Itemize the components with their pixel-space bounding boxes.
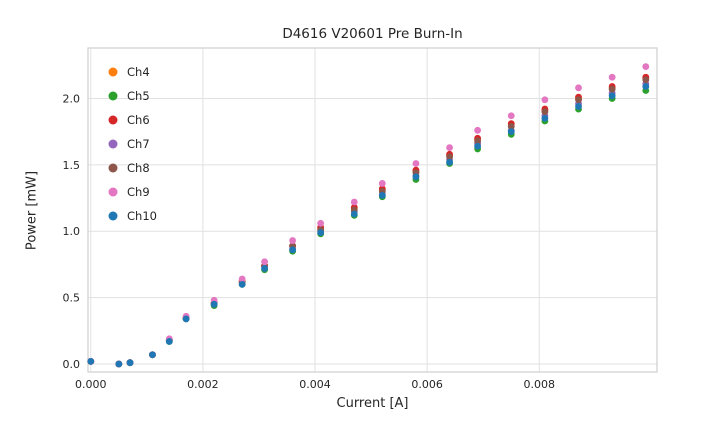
data-point-ch9	[261, 258, 268, 266]
data-point-ch10	[608, 92, 616, 100]
data-point-ch10	[412, 173, 420, 181]
data-point-ch9	[608, 73, 616, 81]
data-point-ch9	[412, 160, 420, 167]
legend-marker-ch4	[108, 67, 118, 77]
data-point-ch10	[446, 158, 453, 166]
data-point-ch9	[350, 198, 358, 206]
legend-label-ch9: Ch9	[127, 185, 150, 199]
y-tick-label: 1.5	[63, 159, 81, 172]
data-point-ch9	[474, 126, 482, 134]
plot-area	[88, 48, 657, 372]
legend-marker-ch5	[108, 91, 118, 101]
legend-label-ch6: Ch6	[127, 113, 150, 127]
x-tick-label: 0.004	[299, 378, 331, 391]
data-point-ch9	[378, 180, 386, 187]
data-point-ch10	[378, 191, 386, 199]
data-point-ch10	[289, 246, 297, 254]
data-point-ch10	[541, 114, 549, 122]
data-point-ch8	[642, 76, 650, 84]
y-tick-label: 2.0	[63, 92, 81, 105]
data-point-ch10	[261, 265, 268, 272]
y-tick-label: 0.0	[63, 358, 81, 371]
y-tick-label: 1.0	[63, 225, 81, 238]
x-tick-label: 0.002	[187, 378, 219, 391]
legend-label-ch10: Ch10	[127, 209, 157, 223]
data-point-ch9	[238, 275, 246, 283]
x-tick-label: 0.006	[411, 378, 443, 391]
y-axis-label: Power [mW]	[24, 170, 40, 251]
x-axis-label: Current [A]	[336, 396, 409, 411]
legend-marker-ch7	[108, 139, 118, 149]
data-point-ch8	[608, 85, 616, 93]
data-point-ch9	[575, 84, 582, 92]
data-point-ch10	[350, 210, 358, 218]
legend-label-ch7: Ch7	[127, 137, 150, 151]
data-point-ch8	[541, 108, 549, 116]
data-point-ch10	[238, 280, 246, 288]
legend-marker-ch6	[108, 115, 118, 125]
legend-label-ch8: Ch8	[127, 161, 150, 175]
data-point-ch9	[446, 144, 453, 151]
data-point-ch10	[317, 229, 325, 236]
data-point-ch9	[317, 219, 325, 227]
data-point-ch9	[541, 96, 549, 104]
legend-marker-ch8	[108, 163, 118, 173]
data-point-ch10	[182, 315, 190, 323]
legend-label-ch4: Ch4	[127, 65, 150, 79]
data-point-ch10	[575, 103, 582, 110]
chart-title: D4616 V20601 Pre Burn-In	[282, 26, 463, 42]
data-point-ch10	[507, 128, 515, 136]
data-point-ch10	[165, 338, 173, 345]
y-tick-label: 0.5	[63, 292, 81, 305]
legend-marker-ch9	[108, 187, 118, 197]
data-point-ch10	[642, 83, 650, 90]
data-point-ch9	[289, 237, 297, 244]
data-point-ch10	[474, 142, 482, 150]
data-point-ch8	[474, 137, 482, 145]
data-point-ch10	[87, 357, 95, 365]
legend-marker-ch10	[108, 211, 118, 221]
legend-label-ch5: Ch5	[127, 89, 150, 103]
x-tick-label: 0.000	[75, 378, 107, 391]
plot-border	[87, 47, 658, 373]
data-point-ch10	[126, 359, 134, 367]
data-point-ch10	[115, 360, 123, 368]
x-tick-label: 0.008	[524, 378, 556, 391]
data-point-ch9	[642, 63, 650, 70]
data-point-ch10	[210, 300, 218, 308]
data-point-ch8	[507, 122, 515, 130]
data-point-ch9	[507, 112, 515, 120]
data-point-ch8	[575, 96, 582, 104]
data-point-ch10	[149, 351, 156, 359]
data-point-ch8	[446, 153, 453, 161]
